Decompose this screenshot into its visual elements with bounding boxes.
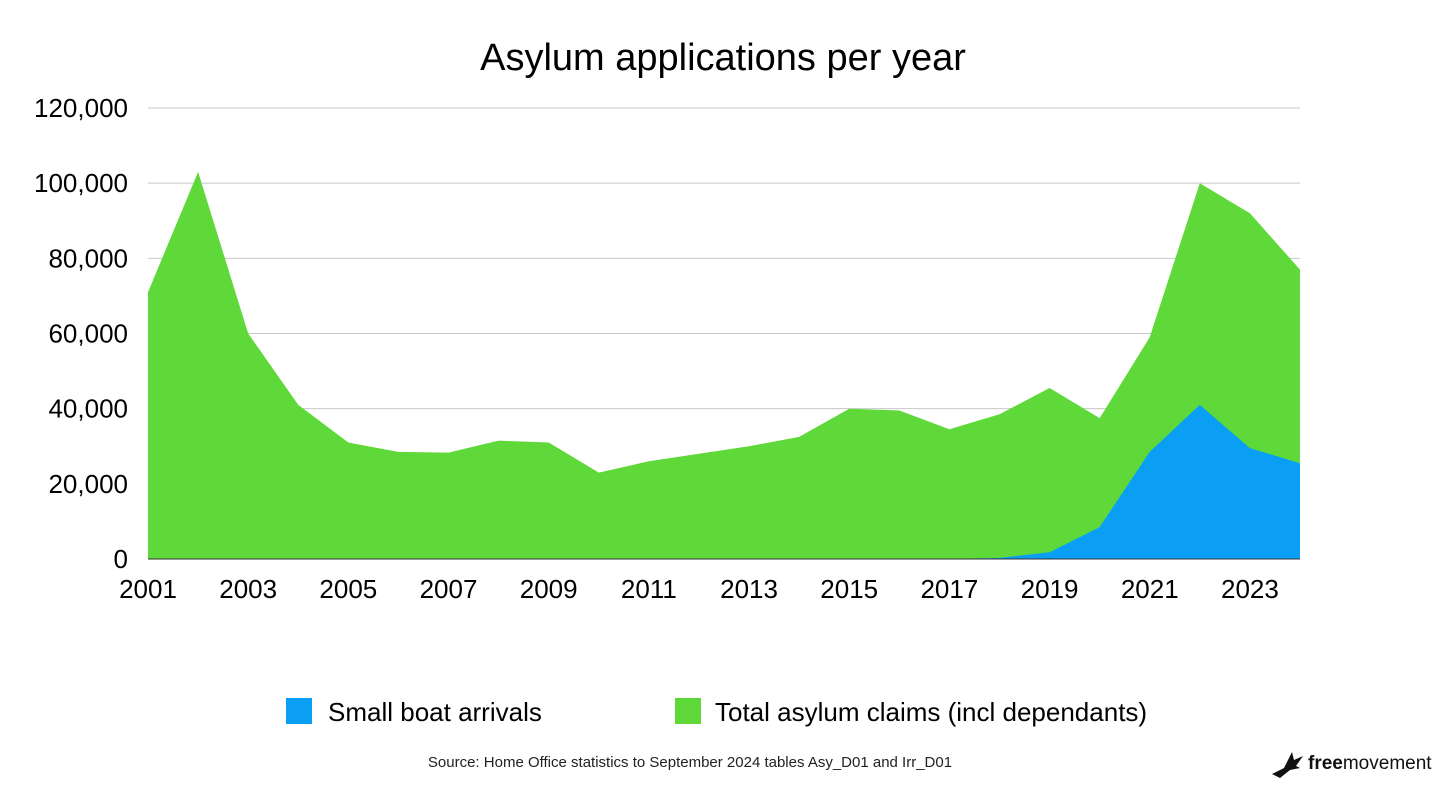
legend-label-total-claims: Total asylum claims (incl dependants) [715,697,1147,727]
x-tick-label: 2019 [1021,574,1079,604]
y-tick-label: 100,000 [34,168,128,198]
x-tick-label: 2011 [621,574,677,604]
x-tick-label: 2009 [520,574,578,604]
y-axis-ticks: 0 20,000 40,000 60,000 80,000 100,000 120,000 [34,93,128,574]
y-tick-label: 120,000 [34,93,128,123]
bird-icon [1272,752,1303,778]
area-small-boat-arrivals [148,404,1300,559]
legend-label-small-boat: Small boat arrivals [328,697,542,727]
y-tick-label: 80,000 [48,243,128,273]
x-tick-label: 2017 [920,574,978,604]
logo-text: freemovement [1308,753,1432,774]
x-tick-label: 2023 [1221,574,1279,604]
x-tick-label: 2015 [820,574,878,604]
x-tick-label: 2007 [420,574,478,604]
x-tick-label: 2021 [1121,574,1179,604]
area-total-asylum-claims [148,171,1300,559]
y-tick-label: 20,000 [48,469,128,499]
legend: Small boat arrivals Total asylum claims … [286,697,1147,727]
x-tick-label: 2003 [219,574,277,604]
x-tick-label: 2005 [319,574,377,604]
y-tick-label: 40,000 [48,394,128,424]
x-tick-label: 2013 [720,574,778,604]
chart-title: Asylum applications per year [480,37,966,79]
legend-swatch-small-boat [286,698,312,724]
y-tick-label: 0 [114,544,128,574]
x-axis-ticks: 2001 2003 2005 2007 2009 2011 2013 2015 2017 2019… [119,574,1279,604]
legend-swatch-total-claims [675,698,701,724]
area-series [148,171,1300,560]
source-note: Source: Home Office statistics to Septem… [428,754,952,771]
freemovement-logo: freemovement [1270,744,1446,784]
x-tick-label: 2001 [119,574,177,604]
y-tick-label: 60,000 [48,319,128,349]
